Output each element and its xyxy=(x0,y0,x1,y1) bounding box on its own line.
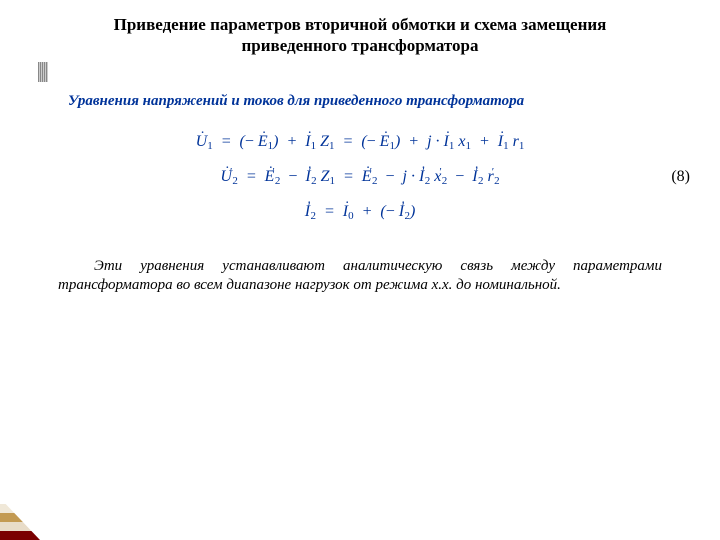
title-line-1: Приведение параметров вторичной обмотки … xyxy=(114,15,607,34)
equations-block: U1 = (− E1) + I1 Z1 = (− E1) + j · I1 x1… xyxy=(120,124,600,230)
decorative-stripe xyxy=(38,62,48,82)
body-paragraph: Эти уравнения устанавливают аналитическу… xyxy=(0,229,720,295)
slide-title: Приведение параметров вторичной обмотки … xyxy=(0,0,720,57)
title-line-2: приведенного трансформатора xyxy=(241,36,478,55)
equation-row-1: U1 = (− E1) + I1 Z1 = (− E1) + j · I1 x1… xyxy=(120,124,600,159)
section-subtitle: Уравнения напряжений и токов для приведе… xyxy=(0,57,720,110)
equation-number: (8) xyxy=(671,168,690,186)
equation-row-2: U′2 = E′2 − I′2 Z1 = E′2 − j · I′2 x′2 −… xyxy=(120,159,600,194)
equation-row-3: I′2 = I0 + (− I′2) xyxy=(120,194,600,229)
corner-decoration xyxy=(0,498,40,540)
